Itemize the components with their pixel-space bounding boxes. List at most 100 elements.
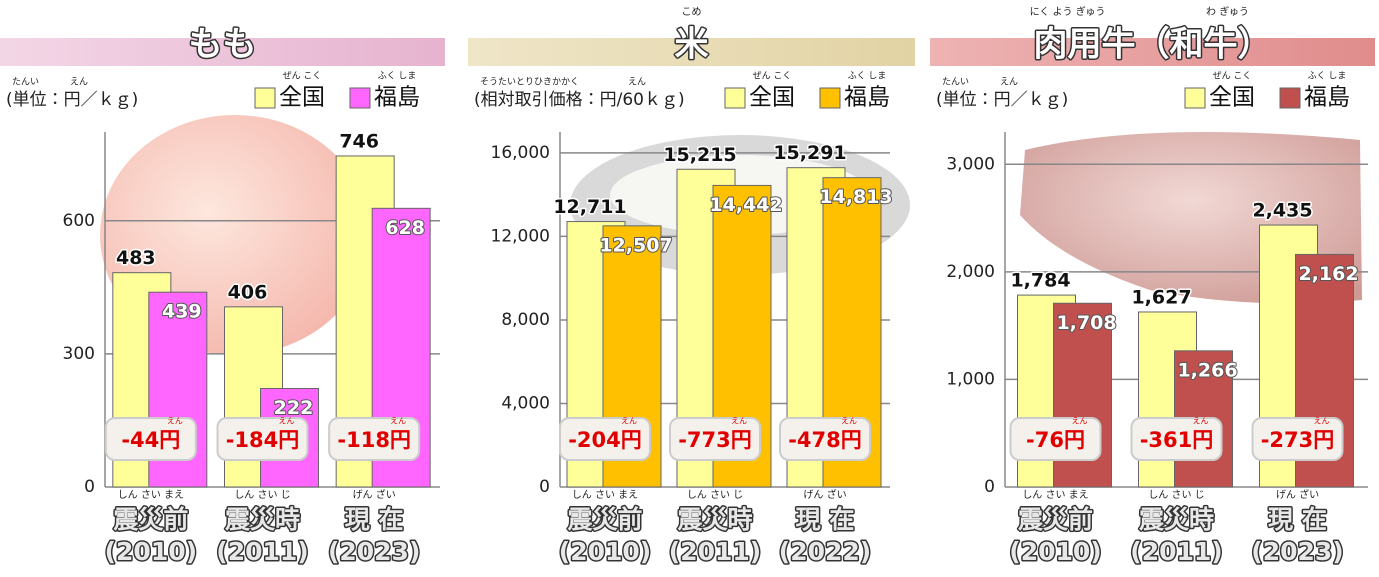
difference-ruby: えん xyxy=(621,417,637,426)
difference-label: -478円 xyxy=(788,428,862,452)
legend-label: 全国 xyxy=(1209,85,1255,111)
x-tick-year: (2010) xyxy=(559,537,651,566)
category-ruby: げん ざい xyxy=(353,488,396,501)
category-ruby: げん ざい xyxy=(1276,488,1319,501)
legend-ruby: ぜん こく xyxy=(1213,71,1252,82)
value-label: 15,291 xyxy=(773,142,846,164)
title-ruby: わ ぎゅう xyxy=(1206,5,1249,18)
x-tick-label: 震災前 xyxy=(1018,505,1093,534)
y-tick-label: 1,000 xyxy=(946,369,995,389)
value-label: 1,784 xyxy=(1010,270,1070,292)
x-tick-year: (2023) xyxy=(328,537,420,566)
difference-ruby: えん xyxy=(1193,417,1209,426)
y-tick-label: 300 xyxy=(63,344,95,364)
difference-ruby: えん xyxy=(390,417,406,426)
legend-ruby: ぜん こく xyxy=(283,71,322,82)
category-ruby: しん さい じ xyxy=(687,489,743,501)
difference-label: -273円 xyxy=(1261,428,1335,452)
difference-label: -44円 xyxy=(121,428,180,452)
unit-ruby: たんい xyxy=(12,77,39,88)
legend-label: 福島 xyxy=(1304,85,1350,111)
x-tick-label: 震災前 xyxy=(567,505,642,534)
value-label: 628 xyxy=(385,217,425,239)
x-tick-label: 震災時 xyxy=(1139,505,1214,534)
value-label: 1,266 xyxy=(1177,359,1237,381)
legend-label: 全国 xyxy=(749,85,795,111)
legend-swatch xyxy=(255,88,275,108)
y-tick-label: 3,000 xyxy=(946,154,995,174)
difference-label: -361円 xyxy=(1140,428,1214,452)
y-tick-label: 0 xyxy=(539,477,550,497)
unit-ruby: えん xyxy=(70,77,88,88)
value-label: 14,442 xyxy=(709,194,782,216)
x-tick-year: (2011) xyxy=(1130,537,1222,566)
difference-ruby: えん xyxy=(279,417,295,426)
category-ruby: げん ざい xyxy=(803,488,846,501)
difference-label: -118円 xyxy=(337,428,411,452)
legend-swatch xyxy=(350,88,370,108)
value-label: 2,162 xyxy=(1298,263,1358,285)
legend-label: 福島 xyxy=(374,85,420,111)
value-label: 12,507 xyxy=(599,234,672,256)
value-label: 406 xyxy=(228,281,268,303)
chart-title: 肉用牛（和牛） xyxy=(1034,25,1272,65)
x-tick-label: 震災時 xyxy=(677,505,752,534)
y-tick-label: 0 xyxy=(984,477,995,497)
x-tick-label: 現 在 xyxy=(1268,505,1327,534)
difference-ruby: えん xyxy=(1314,417,1330,426)
difference-ruby: えん xyxy=(167,417,183,426)
difference-label: -773円 xyxy=(678,428,752,452)
difference-label: -204円 xyxy=(568,428,642,452)
legend-swatch xyxy=(1280,88,1300,108)
category-ruby: しん さい じ xyxy=(1148,489,1204,501)
value-label: 14,813 xyxy=(819,186,892,208)
legend-ruby: ふく しま xyxy=(848,71,887,82)
value-label: 1,627 xyxy=(1131,286,1191,308)
legend-label: 福島 xyxy=(844,85,890,111)
difference-ruby: えん xyxy=(1072,417,1088,426)
legend-ruby: ぜん こく xyxy=(753,71,792,82)
legend-ruby: ふく しま xyxy=(1308,71,1347,82)
y-tick-label: 4,000 xyxy=(501,393,550,413)
x-tick-label: 震災前 xyxy=(113,505,188,534)
x-tick-label: 現 在 xyxy=(345,505,404,534)
category-ruby: しん さい まえ xyxy=(118,489,184,501)
x-tick-label: 震災時 xyxy=(225,505,300,534)
value-label: 746 xyxy=(339,130,379,152)
chart-title: もも xyxy=(189,25,257,65)
unit-ruby: えん xyxy=(628,77,646,88)
difference-ruby: えん xyxy=(841,417,857,426)
y-tick-label: 12,000 xyxy=(491,226,550,246)
difference-ruby: えん xyxy=(731,417,747,426)
x-tick-year: (2011) xyxy=(669,537,761,566)
value-label: 15,215 xyxy=(663,144,736,166)
legend-label: 全国 xyxy=(279,85,325,111)
title-ruby: にく よう ぎゅう xyxy=(1030,5,1106,18)
legend-swatch xyxy=(725,88,745,108)
x-tick-year: (2022) xyxy=(779,537,871,566)
x-tick-year: (2010) xyxy=(1009,537,1101,566)
chart-title: 米 xyxy=(675,25,709,65)
difference-label: -76円 xyxy=(1026,428,1085,452)
legend-swatch xyxy=(1185,88,1205,108)
difference-label: -184円 xyxy=(226,428,300,452)
title-ruby: こめ xyxy=(682,6,702,18)
unit-ruby: たんい xyxy=(942,77,969,88)
y-tick-label: 2,000 xyxy=(946,262,995,282)
value-label: 2,435 xyxy=(1252,200,1312,222)
value-label: 483 xyxy=(116,247,156,269)
legend-swatch xyxy=(820,88,840,108)
unit-label: (単位：円／ｋｇ) xyxy=(936,90,1068,110)
category-ruby: しん さい じ xyxy=(234,489,290,501)
x-tick-year: (2010) xyxy=(105,537,197,566)
x-tick-year: (2011) xyxy=(216,537,308,566)
unit-ruby: えん xyxy=(1000,77,1018,88)
y-tick-label: 600 xyxy=(63,211,95,231)
x-tick-year: (2023) xyxy=(1251,537,1343,566)
y-tick-label: 16,000 xyxy=(491,143,550,163)
unit-label: (単位：円／ｋｇ) xyxy=(6,90,138,110)
unit-ruby: そうたいとりひきかかく xyxy=(480,77,579,88)
category-ruby: しん さい まえ xyxy=(572,489,638,501)
legend-ruby: ふく しま xyxy=(378,71,417,82)
value-label: 1,708 xyxy=(1056,312,1116,334)
